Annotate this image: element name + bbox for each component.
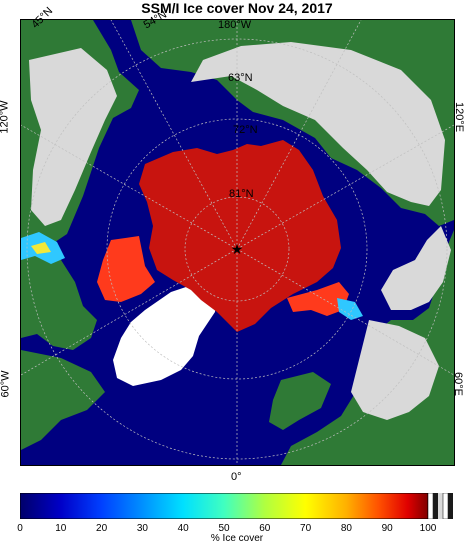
colorbar-cell-white [428, 493, 433, 519]
colorbar-graphic [20, 493, 453, 519]
map-panel: ★ 63°N 72°N 81°N [20, 19, 455, 466]
colorbar: 0 10 20 30 40 50 60 70 80 90 100 [20, 493, 453, 519]
colorbar-cell-black [433, 493, 438, 519]
lat-72-label: 72°N [233, 124, 258, 136]
map-title: SSM/I Ice cover Nov 24, 2017 [0, 0, 474, 16]
lon-60e-label: 60°E [452, 372, 464, 396]
lat-81-label: 81°N [229, 188, 254, 200]
lat-63-label: 63°N [228, 72, 253, 84]
colorbar-label: % Ice cover [0, 533, 474, 545]
lon-120w-label: 120°W [0, 100, 11, 133]
lon-0-label: 0° [231, 471, 242, 483]
colorbar-cell-grey [438, 493, 443, 519]
colorbar-gradient [20, 493, 428, 519]
north-pole-marker: ★ [231, 242, 244, 258]
lon-180-label: 180°W [218, 19, 251, 31]
lon-60w-label: 60°W [0, 370, 12, 397]
colorbar-cell-black-2 [448, 493, 453, 519]
polar-map: ★ [21, 20, 454, 465]
colorbar-cell-white-2 [443, 493, 448, 519]
lon-120e-label: 120°E [453, 102, 465, 132]
